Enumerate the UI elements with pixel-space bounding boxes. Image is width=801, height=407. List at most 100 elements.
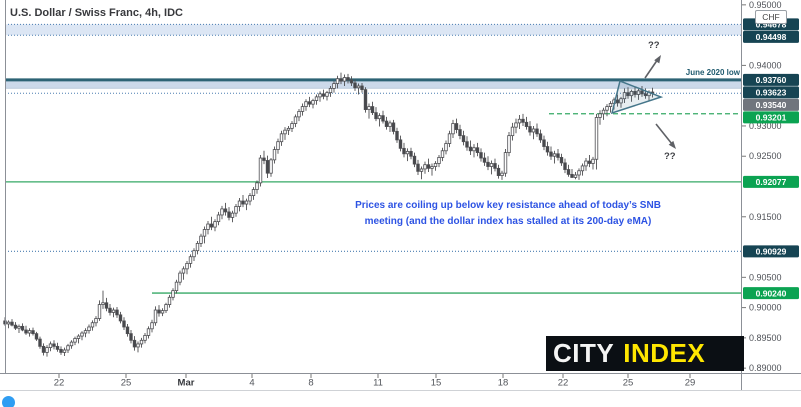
candle [524, 116, 529, 130]
question-marks-lower: ?? [664, 151, 676, 162]
price-label: 0.90929 [756, 247, 787, 257]
price-axis-tick: 0.92500 [749, 151, 782, 161]
price-axis-tick: 0.95000 [749, 0, 782, 10]
candle [293, 114, 298, 128]
candle [27, 328, 32, 337]
candle [346, 73, 350, 84]
candle [143, 333, 147, 344]
candle [535, 123, 539, 137]
candle [76, 334, 81, 344]
candle [94, 316, 98, 327]
candle [279, 130, 284, 146]
candle [55, 342, 60, 352]
candle [241, 194, 245, 208]
candle [146, 326, 151, 339]
candle [472, 144, 476, 158]
city-index-logo: CITY INDEX [546, 336, 744, 371]
chart-title: U.S. Dollar / Swiss Franc, 4h, IDC [10, 7, 183, 19]
candle [370, 101, 375, 116]
candle [234, 204, 238, 217]
candle [328, 85, 333, 97]
price-axis-tick: 0.90500 [749, 272, 782, 282]
candle [122, 317, 126, 331]
candle [300, 103, 305, 116]
candle [521, 113, 525, 126]
candle [195, 240, 200, 255]
time-axis-label: 22 [54, 378, 65, 389]
candle [538, 129, 543, 143]
candle [339, 72, 343, 85]
candle [153, 306, 158, 326]
candle [615, 94, 620, 107]
candle [160, 308, 165, 317]
candle [227, 207, 231, 221]
candle [479, 148, 483, 162]
candle [584, 158, 588, 171]
logo-city-text: CITY [553, 338, 615, 368]
candle [314, 94, 319, 105]
pennant-triangle[interactable] [610, 79, 664, 115]
candle [48, 341, 53, 352]
price-label: 0.94498 [756, 32, 787, 42]
candle [307, 96, 312, 108]
time-axis-label: Mar [178, 378, 195, 389]
candle [80, 331, 84, 341]
candle [437, 155, 441, 168]
price-label-badge [743, 175, 799, 188]
analyst-note-line2: meeting (and the dollar index has stalle… [364, 215, 652, 227]
candle [87, 324, 91, 334]
candle [136, 341, 140, 353]
projection-up-arrow[interactable] [644, 55, 661, 79]
candle [405, 148, 410, 162]
candle [475, 142, 480, 157]
candle [199, 233, 203, 248]
analyst-note: Prices are coiling up below key resistan… [347, 198, 669, 229]
candle [220, 205, 224, 220]
candle [41, 343, 46, 356]
candle [251, 187, 256, 200]
question-marks-upper: ?? [648, 40, 660, 51]
candle [636, 89, 641, 100]
candle [591, 156, 595, 170]
candle [311, 98, 315, 109]
candle [248, 193, 252, 206]
candle [556, 148, 560, 161]
price-axis-tick: 0.89500 [749, 333, 782, 343]
candle [398, 135, 403, 152]
candle [517, 115, 522, 129]
candle [237, 198, 242, 212]
candle [559, 153, 564, 166]
candle [272, 146, 277, 164]
candle [482, 152, 487, 166]
candle [440, 147, 445, 162]
price-label-badge [743, 73, 799, 86]
candle [416, 159, 420, 175]
candle [531, 125, 536, 140]
candle [132, 336, 137, 351]
candle [545, 141, 550, 156]
price-label: 0.93540 [756, 100, 787, 110]
candle [69, 340, 74, 349]
projection-down-arrow[interactable] [655, 123, 676, 149]
candle [601, 107, 606, 120]
candle [580, 163, 585, 176]
candle [356, 83, 361, 95]
candle [510, 122, 515, 141]
axis-layer[interactable]: 0.95000 0.94000 0.93000 0.92500 0.91500 0.905… [54, 0, 799, 389]
candle [34, 331, 39, 341]
price-label: 0.93760 [756, 75, 787, 85]
candle [108, 303, 112, 316]
candle [129, 330, 133, 344]
time-axis-label: 4 [249, 378, 254, 389]
june-2020-low-zone [5, 79, 741, 89]
candle [570, 168, 574, 179]
candle [13, 322, 18, 331]
candle [258, 155, 263, 187]
candle [209, 216, 214, 231]
time-axis-label: 25 [623, 378, 634, 389]
candle [223, 202, 228, 216]
candle [255, 180, 259, 194]
candle [419, 166, 424, 180]
